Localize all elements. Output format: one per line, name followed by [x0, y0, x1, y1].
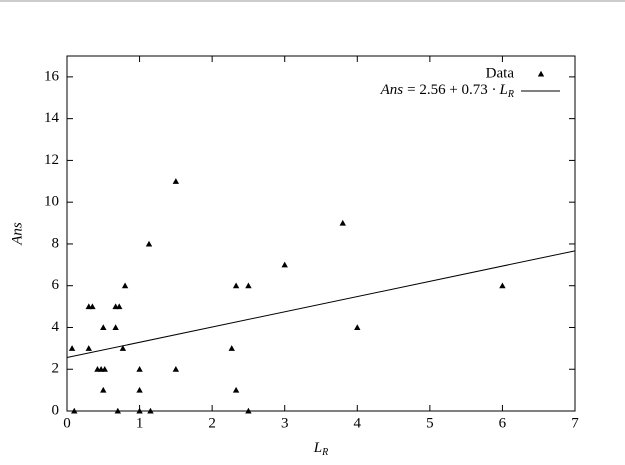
data-point [136, 386, 143, 393]
data-point [119, 345, 127, 351]
data-point [85, 345, 92, 351]
data-point [147, 407, 154, 414]
x-tick-label: 6 [499, 415, 507, 431]
data-point [245, 282, 252, 289]
y-tick-label: 12 [44, 152, 59, 168]
data-point [499, 282, 506, 289]
data-point [145, 240, 153, 247]
legend-label: Data [486, 65, 515, 81]
x-tick-label: 0 [63, 415, 71, 431]
plot-frame [66, 55, 576, 412]
data-point [339, 219, 346, 226]
data-point [101, 366, 108, 372]
data-point [114, 407, 121, 414]
y-tick-label: 0 [52, 402, 60, 418]
y-tick-label: 8 [52, 235, 60, 251]
y-tick-label: 16 [44, 68, 60, 84]
x-axis-label-sub: R [321, 447, 328, 458]
y-tick-label: 10 [44, 194, 59, 210]
x-tick-label: 7 [571, 415, 579, 431]
data-point [71, 407, 78, 414]
data-point [100, 324, 107, 331]
legend-marker [537, 70, 545, 77]
data-point [232, 386, 240, 393]
x-axis-label: LR [313, 440, 328, 458]
data-point [172, 178, 180, 184]
y-tick-label: 6 [52, 277, 60, 293]
data-point [232, 282, 240, 289]
x-tick-label: 2 [208, 415, 216, 431]
data-point [112, 324, 119, 331]
data-point [121, 282, 129, 289]
data-point [228, 345, 235, 351]
data-point [68, 345, 76, 351]
data-point [281, 261, 288, 268]
x-tick-label: 1 [136, 415, 144, 431]
x-tick-label: 3 [281, 415, 289, 431]
x-tick-label: 4 [354, 415, 362, 431]
legend-label-sub: R [507, 89, 514, 100]
y-tick-label: 2 [52, 361, 60, 377]
data-point [136, 407, 143, 414]
data-point [136, 366, 143, 372]
data-point [245, 407, 252, 414]
y-tick-label: 14 [44, 110, 60, 126]
y-axis-label: Ans [9, 222, 25, 246]
y-tick-label: 4 [52, 319, 60, 335]
legend-label-var: L [499, 82, 508, 98]
x-tick-label: 5 [426, 415, 434, 431]
legend-label-lhs: Ans [380, 82, 404, 98]
x-axis-label-main: L [313, 440, 322, 456]
data-point [89, 303, 96, 310]
data-point [116, 303, 123, 310]
data-point [100, 386, 107, 393]
legend-label-rhs: = 2.56 + 0.73 · [407, 82, 496, 98]
legend-label: Ans = 2.56 + 0.73 · LR [380, 82, 514, 100]
data-point [354, 324, 361, 331]
fit-line [66, 250, 576, 359]
data-point [172, 366, 180, 372]
